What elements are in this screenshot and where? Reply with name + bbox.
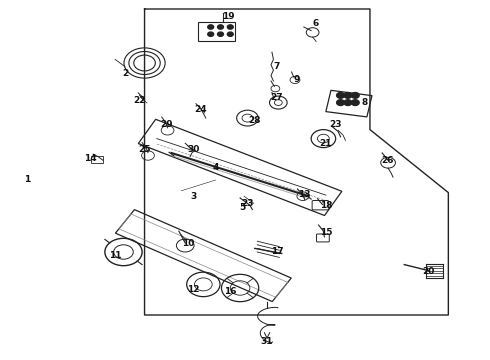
Text: 14: 14 bbox=[84, 154, 97, 163]
Text: 20: 20 bbox=[422, 267, 435, 276]
Circle shape bbox=[218, 32, 223, 36]
Circle shape bbox=[208, 25, 214, 29]
Circle shape bbox=[344, 100, 352, 105]
Text: 29: 29 bbox=[160, 120, 173, 129]
Text: 13: 13 bbox=[297, 190, 310, 199]
Text: 19: 19 bbox=[221, 12, 234, 21]
Text: 2: 2 bbox=[122, 69, 128, 78]
Text: 9: 9 bbox=[293, 75, 300, 84]
Text: 26: 26 bbox=[381, 156, 393, 165]
Bar bbox=[326, 90, 372, 117]
Text: 1: 1 bbox=[24, 175, 30, 184]
Text: 15: 15 bbox=[319, 228, 332, 237]
Circle shape bbox=[218, 25, 223, 29]
Circle shape bbox=[227, 25, 233, 29]
Text: 3: 3 bbox=[191, 192, 196, 201]
Text: 11: 11 bbox=[109, 251, 122, 260]
Text: 31: 31 bbox=[261, 337, 273, 346]
Text: 17: 17 bbox=[270, 248, 283, 256]
Bar bbox=[91, 156, 103, 163]
Text: 4: 4 bbox=[212, 163, 219, 172]
Text: 16: 16 bbox=[224, 287, 237, 296]
Text: 25: 25 bbox=[138, 145, 151, 154]
Text: 6: 6 bbox=[313, 19, 319, 28]
Text: 5: 5 bbox=[240, 202, 245, 211]
Text: 12: 12 bbox=[187, 285, 200, 294]
Text: 21: 21 bbox=[319, 139, 332, 148]
Text: 22: 22 bbox=[133, 96, 146, 105]
Text: 7: 7 bbox=[273, 62, 280, 71]
Circle shape bbox=[337, 93, 344, 98]
Text: 30: 30 bbox=[187, 145, 200, 154]
Text: 10: 10 bbox=[182, 238, 195, 248]
Text: 23: 23 bbox=[241, 199, 254, 208]
Text: 23: 23 bbox=[329, 120, 342, 129]
Circle shape bbox=[227, 32, 233, 36]
Circle shape bbox=[208, 32, 214, 36]
Circle shape bbox=[351, 93, 359, 98]
Text: 28: 28 bbox=[248, 116, 261, 125]
Text: 8: 8 bbox=[362, 98, 368, 107]
Circle shape bbox=[337, 100, 344, 105]
Circle shape bbox=[344, 93, 352, 98]
Text: 24: 24 bbox=[195, 105, 207, 114]
Circle shape bbox=[351, 100, 359, 105]
Text: 27: 27 bbox=[270, 93, 283, 102]
Text: 18: 18 bbox=[319, 201, 332, 210]
